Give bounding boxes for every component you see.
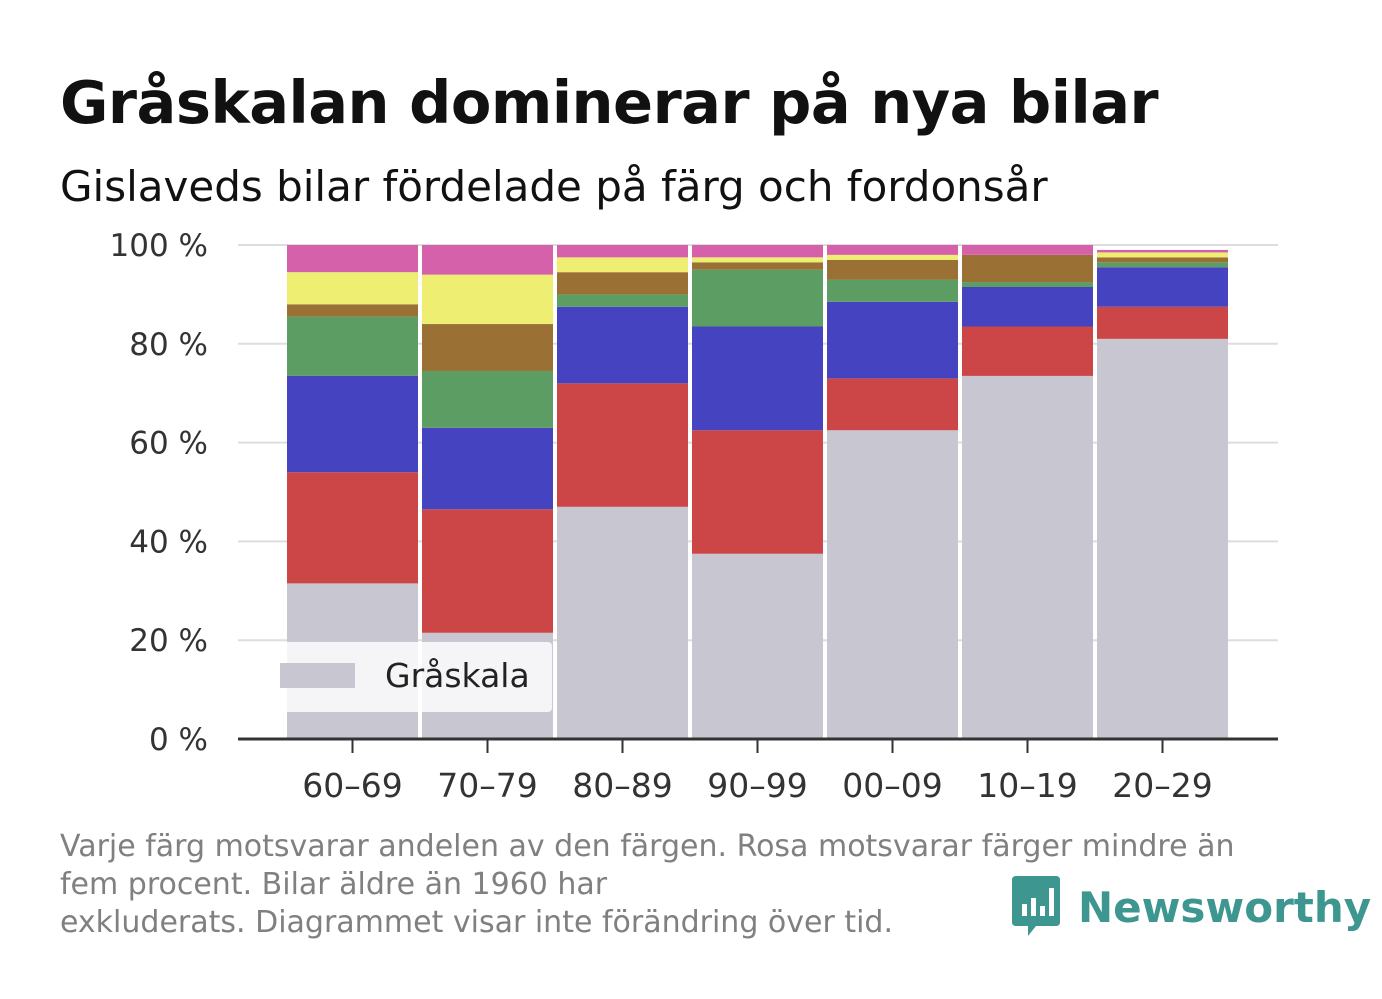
- bar-segment: [1097, 306, 1228, 339]
- bar-segment: [692, 553, 823, 739]
- newsworthy-logo-icon: [1012, 876, 1060, 936]
- footnote-line: exkluderats. Diagrammet visar inte förän…: [60, 905, 894, 940]
- bar-segment: [1097, 249, 1228, 253]
- bar-segment: [962, 326, 1093, 376]
- bar-segment: [692, 269, 823, 327]
- bar-segment: [287, 375, 418, 473]
- bar-segment: [287, 272, 418, 305]
- bar-segment: [422, 324, 553, 371]
- bar-segment: [1097, 252, 1228, 258]
- axes: 0 % 20 % 40 % 60 % 80 % 100 % 60–69 70–79 80–89 9…: [110, 228, 1278, 805]
- x-tick-label: 70–79: [437, 766, 537, 805]
- chart-subtitle: Gislaveds bilar fördelade på färg och fo…: [60, 162, 1048, 211]
- bar-segment: [692, 430, 823, 554]
- bar-segment: [557, 383, 688, 507]
- y-tick-label: 100 %: [110, 228, 208, 264]
- bar-segment: [827, 245, 958, 255]
- y-tick-label: 60 %: [129, 426, 208, 462]
- bar-segment: [827, 430, 958, 739]
- bar-segment: [557, 257, 688, 273]
- bar-segment: [422, 370, 553, 428]
- bar-segment: [557, 306, 688, 384]
- bar-segment: [287, 245, 418, 273]
- bar-segment: [692, 257, 823, 263]
- bar-segment: [287, 304, 418, 317]
- x-tick-label: 10–19: [977, 766, 1077, 805]
- bar-segment: [692, 245, 823, 258]
- legend-box: [262, 642, 552, 712]
- x-tick-label: 80–89: [572, 766, 672, 805]
- bar-segment: [962, 282, 1093, 287]
- x-tick-label: 90–99: [707, 766, 807, 805]
- footnote: Varje färg motsvarar andelen av den färg…: [60, 828, 1234, 942]
- bar-segment: [962, 254, 1093, 283]
- bar-segment: [827, 378, 958, 431]
- bar-segment: [422, 245, 553, 275]
- x-tick-label: 60–69: [302, 766, 402, 805]
- bar-segment: [557, 272, 688, 295]
- legend: Gråskala: [262, 642, 552, 712]
- y-tick-label: 40 %: [129, 524, 208, 560]
- bar-segment: [692, 326, 823, 431]
- bar-segment: [1097, 267, 1228, 307]
- brand-name: Newsworthy: [1078, 882, 1372, 932]
- bar-segment: [422, 274, 553, 325]
- bar-segment: [1097, 262, 1228, 268]
- bar-segment: [557, 294, 688, 307]
- bar-segment: [422, 509, 553, 633]
- y-tick-label: 0 %: [149, 722, 208, 758]
- bar-segment: [962, 286, 1093, 327]
- legend-swatch: [280, 663, 355, 688]
- x-tick-label: 00–09: [842, 766, 942, 805]
- bar-segment: [557, 245, 688, 258]
- stacked-bar-chart: 0 % 20 % 40 % 60 % 80 % 100 % 60–69 70–79 80–89 9…: [110, 228, 1278, 805]
- y-tick-label: 20 %: [129, 623, 208, 659]
- bar-segment: [827, 301, 958, 379]
- chart-title: Gråskalan dominerar på nya bilar: [60, 68, 1159, 137]
- brand-logo: Newsworthy: [1010, 876, 1371, 938]
- bar-segment: [962, 375, 1093, 739]
- bar-segment: [287, 472, 418, 584]
- footnote-line: Varje färg motsvarar andelen av den färg…: [60, 829, 1235, 864]
- bar-segment: [1097, 257, 1228, 263]
- x-tick-label: 20–29: [1112, 766, 1212, 805]
- bar-segment: [422, 427, 553, 510]
- bar-segment: [962, 245, 1093, 255]
- bar-segment: [692, 262, 823, 270]
- bar-segment: [827, 259, 958, 280]
- footnote-line: fem procent. Bilar äldre än 1960 har: [60, 867, 608, 902]
- bar-segment: [827, 254, 958, 260]
- bar-segment: [557, 506, 688, 739]
- legend-label: Gråskala: [385, 656, 530, 695]
- bar-segment: [827, 279, 958, 302]
- bar-segment: [1097, 338, 1228, 739]
- y-tick-label: 80 %: [129, 327, 208, 363]
- bar-segment: [287, 316, 418, 376]
